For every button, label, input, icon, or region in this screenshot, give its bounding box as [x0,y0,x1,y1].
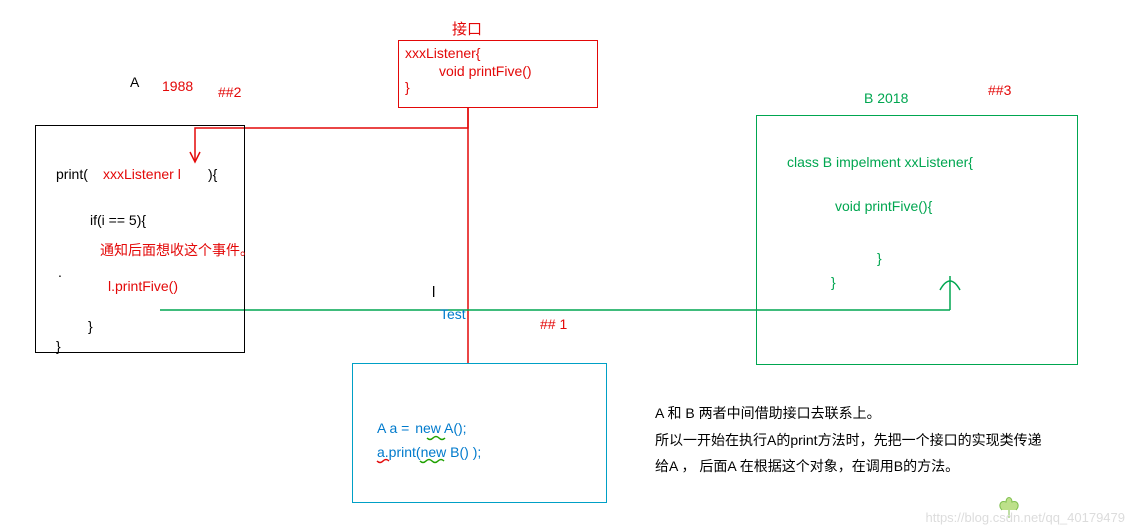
print-pre: print( [56,166,88,182]
class-b-box: class B impelment xxListener{ void print… [756,115,1078,365]
explanation-l2: 所以一开始在执行A的print方法时，先把一个接口的实现类传递 [655,427,1115,454]
class-a-label: A [130,74,139,90]
test-line2b: new B() [421,444,469,460]
interface-line2: void printFive() [399,61,597,79]
class-b-label-year: B 2018 [864,90,908,106]
test-step: ## 1 [540,316,567,332]
print-listener: xxxListener l [103,166,181,182]
class-a-comment: 通知后面想收这个事件。 [100,240,254,260]
class-a-year: 1988 [162,78,193,94]
class-a-box [35,125,245,353]
test-line2a: a.print( [377,444,421,460]
print-post: ){ [208,166,217,182]
test-line2c: ); [469,444,481,460]
interface-label: 接口 [452,18,482,39]
class-a-call: l.printFive() [108,278,178,294]
class-a-close2: } [56,338,61,354]
explanation-l1: A 和 B 两者中间借助接口去联系上。 [655,400,1115,427]
class-b-method: void printFive(){ [757,170,1077,214]
interface-line1: xxxListener{ [399,41,597,61]
if-line: if(i == 5){ [90,212,146,228]
test-line1b: new A(); [415,420,466,436]
explanation-block: A 和 B 两者中间借助接口去联系上。 所以一开始在执行A的print方法时，先… [655,400,1115,480]
watermark: https://blog.csdn.net/qq_40179479 [926,510,1126,525]
class-b-close-inner: } [757,214,1077,266]
class-b-step: ##3 [988,82,1011,98]
explanation-l3: 给A ， 后面A 在根据这个对象，在调用B的方法。 [655,453,1115,480]
interface-box: xxxListener{ void printFive() } [398,40,598,108]
class-b-close-outer: } [757,266,1077,290]
class-a-dot: . [58,264,62,280]
interface-line3: } [399,79,597,97]
class-a-close1: } [88,318,93,334]
class-b-decl: class B impelment xxListener{ [757,116,1077,170]
lone-l: l [432,284,435,301]
class-a-step: ##2 [218,84,241,100]
test-label: Test [440,306,466,322]
test-line1a: A a = [377,420,409,436]
